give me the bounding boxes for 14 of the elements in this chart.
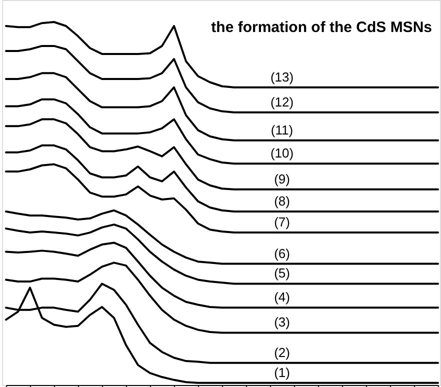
series-label: (5) xyxy=(274,266,290,281)
series-label: (4) xyxy=(274,290,290,305)
series-label: (9) xyxy=(274,171,290,186)
chart-title: the formation of the CdS MSNs xyxy=(211,19,432,36)
series-label: (6) xyxy=(274,246,290,261)
series-label: (12) xyxy=(270,94,294,110)
series-label: (11) xyxy=(270,122,294,138)
series-label: (10) xyxy=(270,146,294,161)
series-label: (13) xyxy=(270,69,294,84)
series-label: (3) xyxy=(274,314,290,330)
series-label: (8) xyxy=(274,193,290,208)
series-label: (7) xyxy=(274,214,290,230)
series-label: (1) xyxy=(274,364,290,380)
series-label: (2) xyxy=(274,344,290,360)
